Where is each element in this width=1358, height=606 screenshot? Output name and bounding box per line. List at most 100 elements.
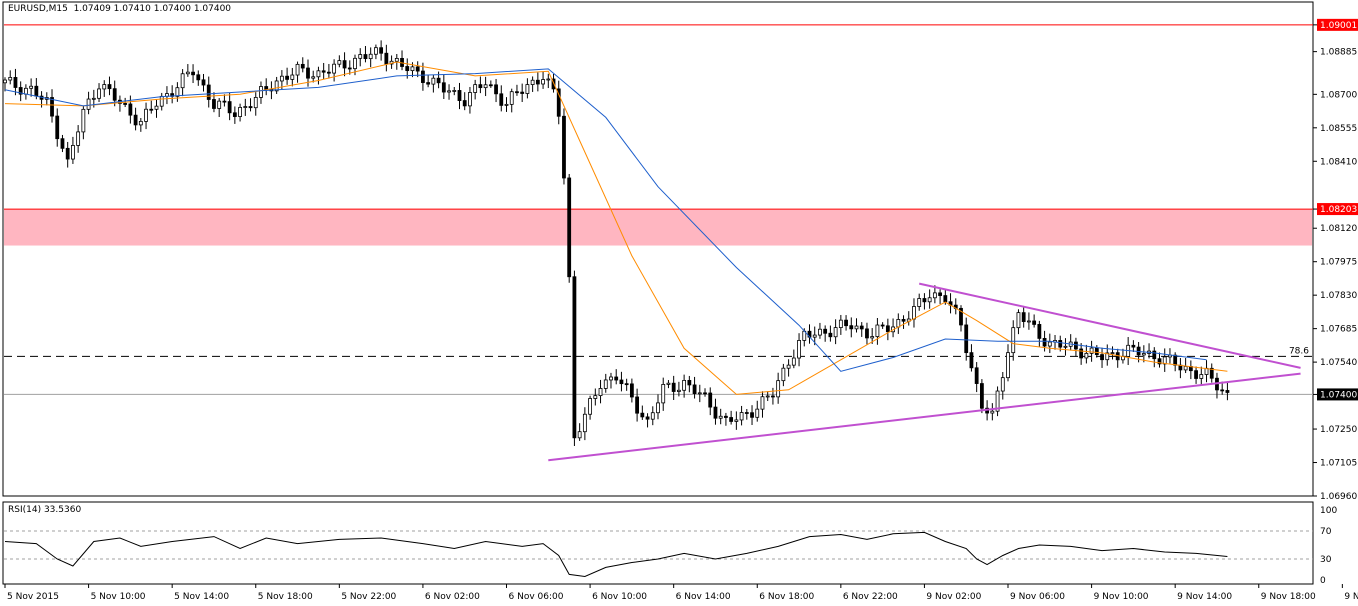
candle-body (1194, 370, 1198, 379)
candle-body (65, 147, 70, 160)
candle-body (640, 412, 645, 418)
candle-body (1006, 352, 1010, 379)
candle-body (849, 325, 854, 330)
candle-body (823, 328, 828, 334)
candle-body (23, 87, 28, 95)
candle-body (556, 88, 561, 117)
candle-body (912, 306, 916, 320)
candle-body (959, 307, 963, 326)
candle-body (901, 319, 906, 322)
price-tick-label: 1.07685 (1320, 325, 1357, 335)
candle-body (619, 379, 624, 385)
candle-body (279, 75, 284, 82)
candle-body (1084, 352, 1089, 359)
candle-body (185, 71, 190, 75)
candle-body (60, 138, 65, 149)
candle-body (311, 76, 316, 79)
candle-body (812, 334, 817, 338)
candle-body (71, 145, 75, 160)
candle-body (781, 367, 786, 382)
candle-body (969, 352, 974, 369)
candle-body (755, 408, 760, 418)
fib-label: 78.6 (1289, 346, 1309, 356)
candle-body (133, 114, 138, 126)
candle-body (358, 54, 363, 59)
candle-body (1021, 312, 1026, 322)
candle-body (159, 95, 164, 107)
candle-body (347, 67, 352, 70)
candle-body (337, 60, 342, 65)
candle-body (1016, 312, 1021, 329)
candle-body (441, 82, 446, 93)
time-tick-label: 9 Nov 10:00 (1094, 592, 1149, 602)
candle-body (760, 396, 765, 410)
candle-body (112, 88, 117, 101)
candle-body (1220, 389, 1225, 392)
candle-body (588, 398, 592, 415)
candle-body (431, 77, 436, 85)
candle-body (227, 101, 232, 114)
candle-body (572, 276, 577, 439)
price-tick-label: 1.07830 (1320, 291, 1357, 301)
price-tick-label: 1.07250 (1320, 425, 1357, 435)
candle-body (107, 84, 112, 90)
candle-body (353, 57, 357, 70)
candle-body (306, 67, 310, 79)
time-tick-label: 6 Nov 10:00 (592, 592, 647, 602)
candle-body (1110, 352, 1115, 355)
candle-body (713, 406, 718, 419)
candle-body (687, 379, 692, 386)
time-tick-label: 5 Nov 18:00 (258, 592, 313, 602)
candle-body (290, 74, 295, 80)
candle-body (661, 384, 666, 404)
candle-body (614, 376, 619, 381)
candle-body (201, 79, 206, 86)
candle-body (786, 364, 791, 369)
candle-body (29, 85, 34, 89)
candle-body (818, 328, 822, 336)
candle-body (1032, 320, 1037, 325)
candle-body (828, 332, 833, 338)
candle-body (18, 87, 23, 95)
candle-body (321, 70, 326, 73)
candle-body (34, 85, 39, 97)
candle-body (656, 402, 660, 414)
candle-body (50, 97, 54, 117)
candle-body (1141, 353, 1146, 356)
time-tick-label: 5 Nov 14:00 (174, 592, 229, 602)
candle-body (739, 412, 744, 421)
candle-body (274, 80, 279, 92)
candle-body (854, 325, 859, 330)
candle-body (175, 87, 180, 97)
candle-body (326, 71, 331, 74)
rsi-panel (2, 501, 1314, 585)
candle-body (844, 319, 848, 327)
candle-body (791, 357, 796, 366)
candle-body (729, 417, 734, 422)
candle-body (217, 100, 222, 109)
candle-body (979, 383, 984, 409)
candle-body (1199, 374, 1204, 379)
candle-body (859, 325, 864, 330)
candle-body (598, 388, 603, 397)
candle-body (468, 92, 472, 107)
price-tick-label: 1.08885 (1320, 48, 1357, 58)
price-tick-label: 1.07540 (1320, 358, 1357, 368)
price-tick-label: 1.08203 (1320, 205, 1357, 215)
candle-body (1000, 377, 1005, 392)
candle-body (363, 54, 368, 60)
candle-body (1162, 356, 1167, 365)
time-tick-label: 6 Nov 02:00 (425, 592, 480, 602)
candle-body (797, 340, 801, 359)
candle-body (520, 91, 525, 94)
candle-body (1089, 347, 1094, 354)
candle-body (833, 327, 838, 338)
time-tick-label: 9 Nov 06:00 (1010, 592, 1065, 602)
trendline-1 (918, 282, 1301, 369)
candle-body (1047, 341, 1052, 347)
rsi-line (4, 531, 1228, 578)
rsi-axis-label: 30 (1320, 555, 1332, 565)
candle-body (535, 79, 540, 85)
